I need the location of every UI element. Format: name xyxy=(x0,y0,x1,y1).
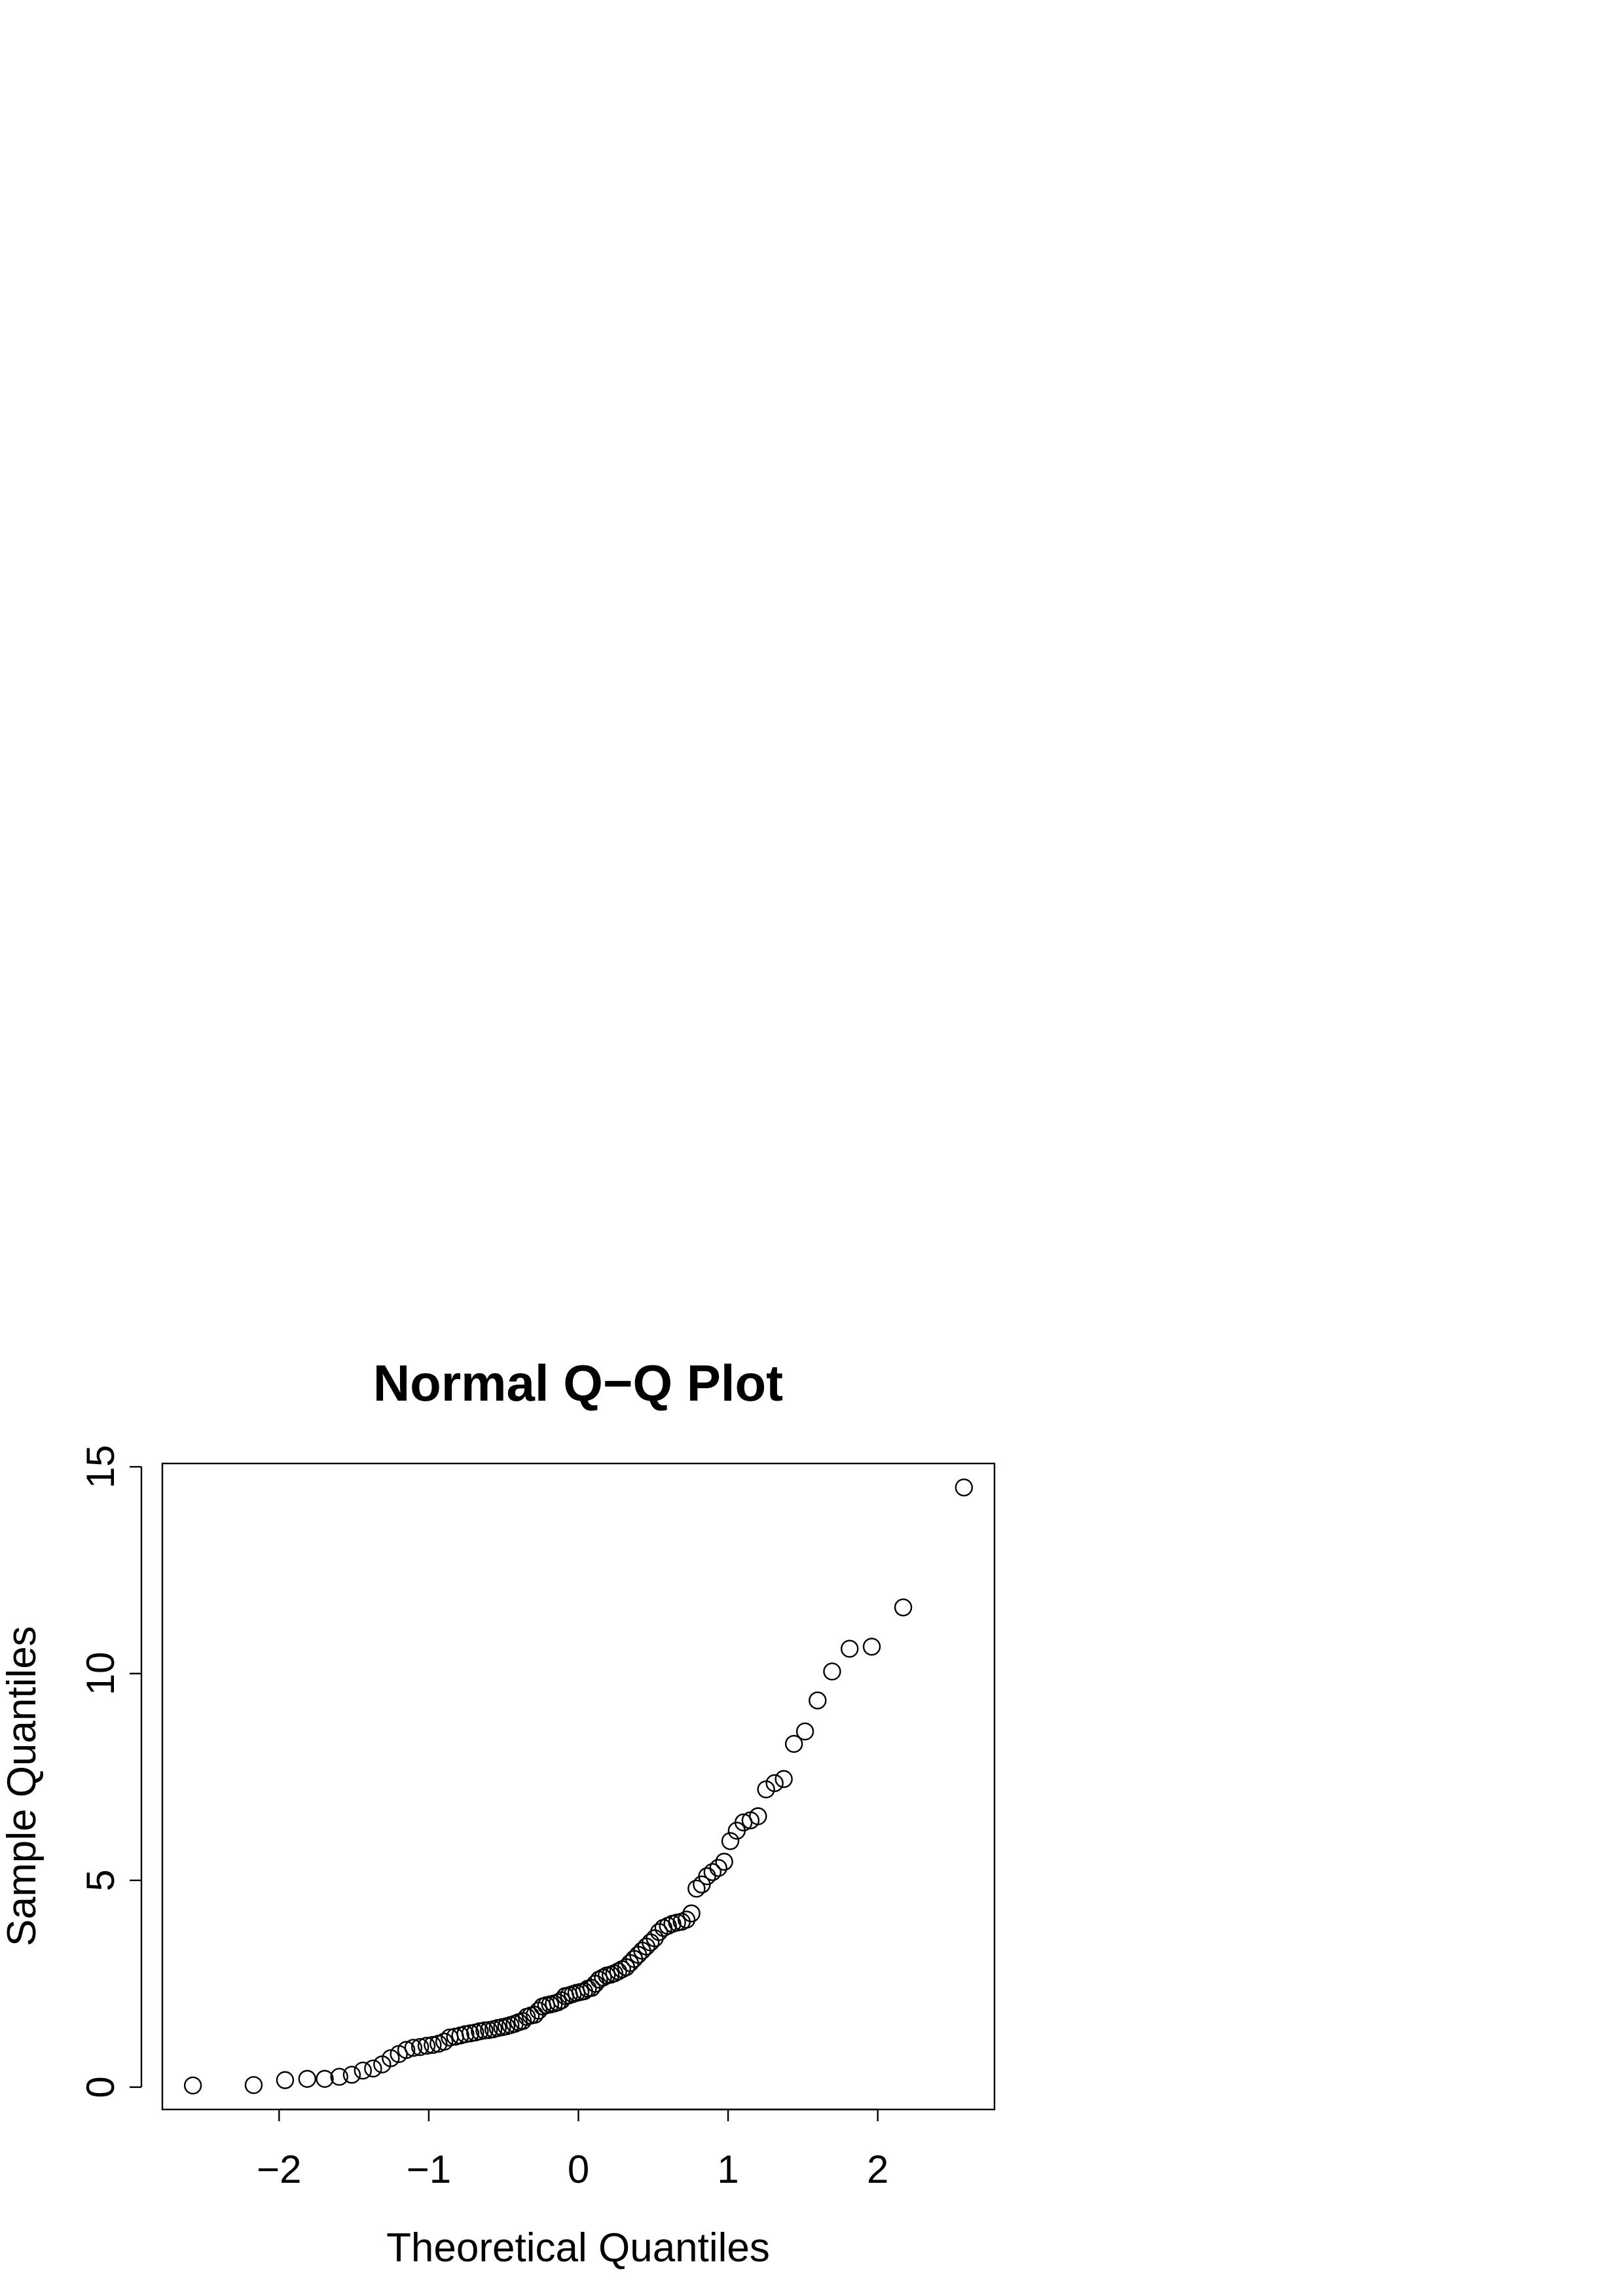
point xyxy=(809,1691,827,1710)
point xyxy=(330,2068,348,2086)
point xyxy=(435,2032,454,2051)
point xyxy=(862,1638,881,1656)
point xyxy=(795,1722,814,1741)
point xyxy=(721,1832,740,1850)
point xyxy=(784,1734,803,1753)
x-tick-label: 0 xyxy=(568,2147,589,2191)
point xyxy=(244,2076,263,2094)
point xyxy=(650,1923,668,1941)
point xyxy=(404,2039,423,2057)
point xyxy=(682,1904,701,1923)
y-tick-label: 10 xyxy=(79,1652,122,1696)
point xyxy=(703,1863,722,1881)
point xyxy=(955,1478,974,1497)
point xyxy=(687,1879,706,1898)
x-axis-label: Theoretical Quantiles xyxy=(386,2225,770,2270)
point xyxy=(397,2041,416,2059)
point xyxy=(354,2061,373,2080)
point xyxy=(709,1859,727,1877)
point xyxy=(594,1968,612,1987)
point xyxy=(417,2036,436,2055)
point xyxy=(775,1770,793,1788)
point xyxy=(276,2071,295,2089)
x-tick-label: 1 xyxy=(717,2147,739,2191)
point xyxy=(894,1598,913,1617)
x-tick-label: 2 xyxy=(867,2147,888,2191)
plot-frame xyxy=(161,1462,996,2111)
point xyxy=(475,2021,494,2040)
point xyxy=(841,1640,859,1658)
point xyxy=(342,2066,361,2084)
point xyxy=(410,2037,429,2056)
point xyxy=(316,2070,334,2088)
point xyxy=(823,1662,841,1681)
y-tick-label: 15 xyxy=(79,1445,122,1489)
point xyxy=(382,2049,400,2068)
point xyxy=(765,1774,784,1793)
y-tick-label: 0 xyxy=(79,2076,122,2098)
point xyxy=(424,2036,442,2054)
point xyxy=(183,2076,202,2095)
x-tick-label: −2 xyxy=(257,2147,301,2191)
point xyxy=(677,1910,696,1929)
point xyxy=(364,2059,382,2078)
chart-title: Normal Q−Q Plot xyxy=(373,1354,783,1412)
y-axis-label: Sample Quantiles xyxy=(0,1626,45,1946)
point xyxy=(298,2070,316,2088)
point xyxy=(715,1852,733,1871)
x-tick-label: −1 xyxy=(407,2147,451,2191)
point xyxy=(749,1807,767,1825)
y-tick-label: 5 xyxy=(79,1869,122,1891)
